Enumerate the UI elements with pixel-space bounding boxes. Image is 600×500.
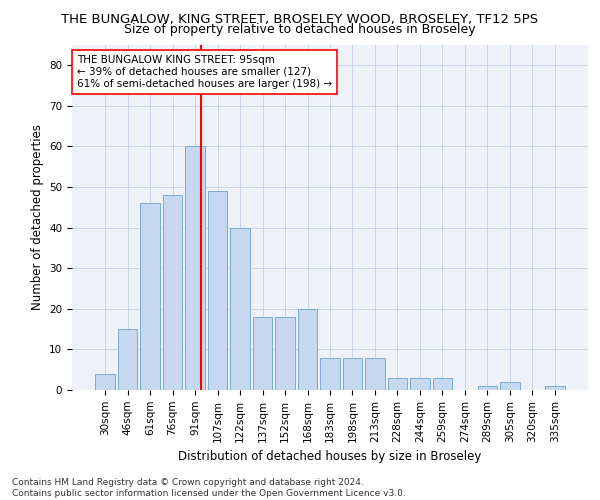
Bar bbox=[388, 378, 407, 390]
Bar bbox=[163, 195, 182, 390]
Bar bbox=[500, 382, 520, 390]
Bar bbox=[230, 228, 250, 390]
Bar bbox=[343, 358, 362, 390]
Bar bbox=[275, 317, 295, 390]
Bar bbox=[298, 309, 317, 390]
Y-axis label: Number of detached properties: Number of detached properties bbox=[31, 124, 44, 310]
Bar bbox=[253, 317, 272, 390]
Bar bbox=[140, 204, 160, 390]
Text: Contains HM Land Registry data © Crown copyright and database right 2024.
Contai: Contains HM Land Registry data © Crown c… bbox=[12, 478, 406, 498]
Bar bbox=[95, 374, 115, 390]
Bar bbox=[545, 386, 565, 390]
Text: THE BUNGALOW, KING STREET, BROSELEY WOOD, BROSELEY, TF12 5PS: THE BUNGALOW, KING STREET, BROSELEY WOOD… bbox=[61, 12, 539, 26]
Bar bbox=[433, 378, 452, 390]
Text: Size of property relative to detached houses in Broseley: Size of property relative to detached ho… bbox=[124, 22, 476, 36]
Text: THE BUNGALOW KING STREET: 95sqm
← 39% of detached houses are smaller (127)
61% o: THE BUNGALOW KING STREET: 95sqm ← 39% of… bbox=[77, 56, 332, 88]
Bar bbox=[478, 386, 497, 390]
Bar bbox=[208, 191, 227, 390]
Bar bbox=[118, 329, 137, 390]
X-axis label: Distribution of detached houses by size in Broseley: Distribution of detached houses by size … bbox=[178, 450, 482, 463]
Bar bbox=[365, 358, 385, 390]
Bar bbox=[185, 146, 205, 390]
Bar bbox=[410, 378, 430, 390]
Bar bbox=[320, 358, 340, 390]
